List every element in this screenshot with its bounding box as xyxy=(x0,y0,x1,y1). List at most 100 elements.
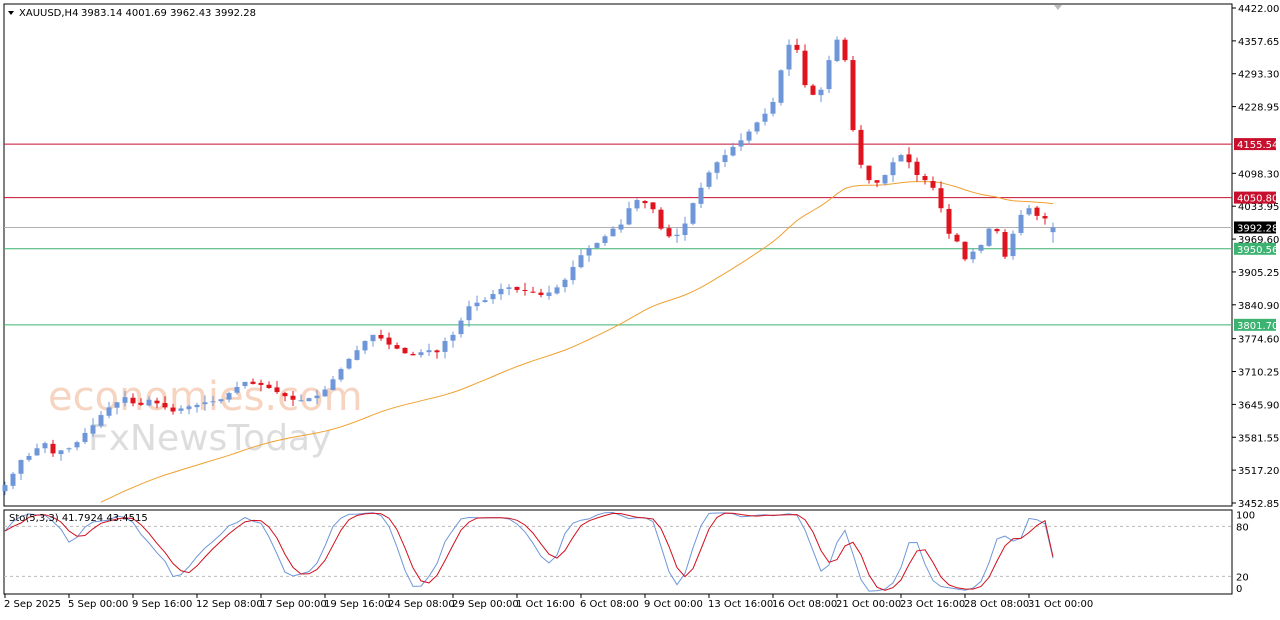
candle-body xyxy=(978,244,984,251)
candle-body xyxy=(746,131,752,141)
candle xyxy=(226,391,232,403)
candle xyxy=(778,69,784,106)
candle-body xyxy=(218,399,224,402)
x-tick-label: 28 Oct 08:00 xyxy=(964,599,1029,610)
candle xyxy=(34,443,40,456)
candle xyxy=(170,403,176,415)
candle xyxy=(122,390,128,407)
candle xyxy=(626,201,632,226)
candle-body xyxy=(370,334,376,342)
candle xyxy=(146,396,152,407)
candle xyxy=(298,394,304,402)
candle xyxy=(26,452,32,462)
price-tag-label: 3950.56 xyxy=(1237,245,1278,256)
y-tick-label: 4293.30 xyxy=(1238,70,1279,81)
x-tick-label: 1 Oct 16:00 xyxy=(516,599,575,610)
candle-body xyxy=(602,236,608,243)
candle-body xyxy=(314,395,320,399)
candle-body xyxy=(762,113,768,122)
candle xyxy=(610,226,616,237)
candle xyxy=(538,288,544,298)
candle xyxy=(74,440,80,451)
candle-body xyxy=(138,402,144,405)
candle-body xyxy=(538,292,544,296)
candle-body xyxy=(474,302,480,307)
candle-body xyxy=(362,341,368,351)
candle-body xyxy=(938,188,944,209)
candle xyxy=(482,297,488,303)
candle-body xyxy=(386,337,392,345)
candle xyxy=(154,397,160,409)
y-tick-label: 3645.90 xyxy=(1238,400,1279,411)
price-tag-support xyxy=(1234,318,1276,331)
watermark: economies.com FxNewsToday xyxy=(48,374,363,459)
candle xyxy=(866,165,872,184)
candle-body xyxy=(154,400,160,404)
y-tick-label: 3774.60 xyxy=(1238,335,1279,346)
candle-body xyxy=(322,389,328,397)
candle-body xyxy=(34,448,40,456)
candle-body xyxy=(306,398,312,402)
candle xyxy=(514,286,520,293)
candle xyxy=(458,317,464,338)
shift-marker-icon[interactable] xyxy=(1054,5,1062,10)
candle-body xyxy=(2,485,8,492)
candle xyxy=(938,181,944,213)
candle-body xyxy=(706,172,712,187)
candle xyxy=(474,295,480,311)
candle xyxy=(418,349,424,358)
candle xyxy=(882,174,888,186)
y-tick-label: 3452.85 xyxy=(1238,499,1279,510)
candle xyxy=(650,202,656,214)
candle xyxy=(850,55,856,132)
candle-body xyxy=(282,393,288,397)
price-tag-support xyxy=(1234,242,1276,255)
candle-body xyxy=(130,397,136,404)
candle-body xyxy=(106,407,112,416)
candle xyxy=(338,367,344,382)
candle-body xyxy=(874,180,880,183)
candle xyxy=(962,241,968,262)
candle xyxy=(98,411,104,429)
candle xyxy=(306,397,312,402)
candle xyxy=(586,245,592,262)
candle-body xyxy=(418,352,424,356)
x-tick-label: 9 Sep 16:00 xyxy=(132,599,192,610)
candle xyxy=(1002,229,1008,259)
candle-body xyxy=(234,386,240,393)
candle xyxy=(666,224,672,238)
y-tick-label: 4033.95 xyxy=(1238,202,1279,213)
candle xyxy=(690,202,696,226)
candle-body xyxy=(26,455,32,460)
price-tag-label: 3801.70 xyxy=(1237,321,1278,332)
candle xyxy=(906,147,912,169)
candle-body xyxy=(394,345,400,349)
candle-body xyxy=(930,181,936,188)
candle xyxy=(42,441,48,454)
candle-body xyxy=(194,404,200,408)
candle-body xyxy=(914,161,920,176)
candle xyxy=(1050,222,1056,243)
candle xyxy=(634,198,640,212)
candle xyxy=(250,378,256,385)
candle xyxy=(234,381,240,395)
candle xyxy=(594,242,600,250)
candle xyxy=(410,351,416,356)
y-tick-label: 3581.55 xyxy=(1238,433,1279,444)
candle xyxy=(506,284,512,296)
candle xyxy=(698,182,704,209)
candle xyxy=(90,418,96,437)
x-tick-label: 9 Oct 00:00 xyxy=(644,599,703,610)
candle-body xyxy=(530,291,536,293)
stochastic-level-label: 80 xyxy=(1236,522,1249,533)
candle-body xyxy=(850,60,856,131)
candle xyxy=(826,55,832,93)
candle-body xyxy=(58,450,64,455)
dropdown-arrow-icon[interactable] xyxy=(8,11,14,15)
candle xyxy=(602,234,608,246)
y-tick-label: 3905.25 xyxy=(1238,268,1279,279)
candle xyxy=(402,347,408,354)
candle xyxy=(794,38,800,54)
candle xyxy=(378,329,384,341)
